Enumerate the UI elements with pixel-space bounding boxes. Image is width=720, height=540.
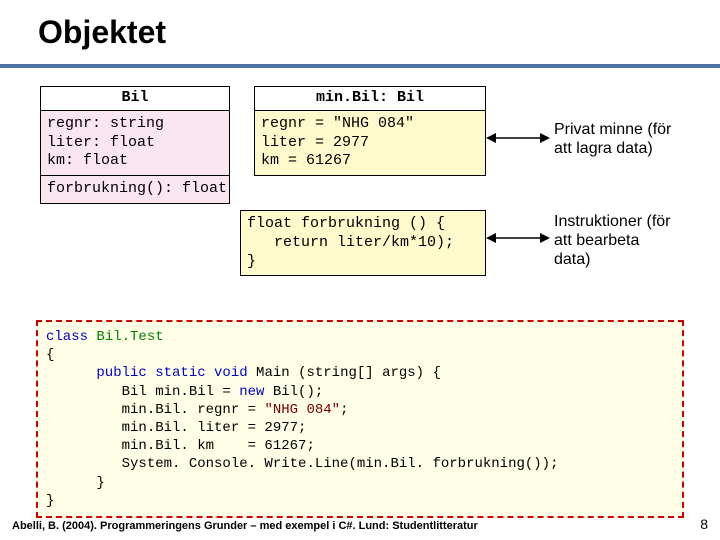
uml-class-method: forbrukning(): float [41,176,229,203]
code-line: } [46,475,105,491]
code-kw: public static void [46,365,256,381]
annotation-instructions: Instruktioner (för att bearbeta data) [554,212,670,270]
horizontal-rule [0,64,720,68]
uml-class-attrs: regnr: string liter: float km: float [41,111,229,176]
code-line: { [46,347,54,363]
instance-name: min.Bil: Bil [255,87,485,111]
arrow-icon [486,128,550,148]
code-text: (string[] args) { [298,365,441,381]
code-block: class Bil.Test { public static void Main… [36,320,684,518]
page-number: 8 [700,516,708,532]
annot-line: data) [554,251,590,268]
annotation-memory: Privat minne (för att lagra data) [554,120,671,158]
slide-title: Objektet [38,14,166,51]
annot-line: att lagra data) [554,140,653,157]
instance-box: min.Bil: Bil regnr = "NHG 084" liter = 2… [254,86,486,176]
slide: Objektet Bil regnr: string liter: float … [0,0,720,540]
code-text: Bil min.Bil = [46,384,239,400]
code-class: Bil.Test [96,329,163,345]
arrow-icon [486,228,550,248]
uml-class-box: Bil regnr: string liter: float km: float… [40,86,230,204]
code-str: "NHG 084" [264,402,340,418]
code-kw: new [239,384,273,400]
code-line: min.Bil. liter = 2977; [46,420,306,436]
uml-class-name: Bil [41,87,229,111]
code-text: Main [256,365,298,381]
footer-citation: Abelli, B. (2004). Programmeringens Grun… [12,520,478,532]
instance-attrs: regnr = "NHG 084" liter = 2977 km = 6126… [255,111,485,175]
annot-line: att bearbeta [554,232,639,249]
annot-line: Instruktioner (för [554,213,670,230]
instance-method-box: float forbrukning () { return liter/km*1… [240,210,486,276]
code-text: min.Bil. regnr = [46,402,264,418]
instance-method: float forbrukning () { return liter/km*1… [241,211,485,275]
code-text: Bil(); [273,384,323,400]
code-text: ; [340,402,348,418]
annot-line: Privat minne (för [554,121,671,138]
code-line: System. Console. Write.Line(min.Bil. for… [46,456,558,472]
code-kw: class [46,329,96,345]
code-line: } [46,493,54,509]
code-line: min.Bil. km = 61267; [46,438,315,454]
